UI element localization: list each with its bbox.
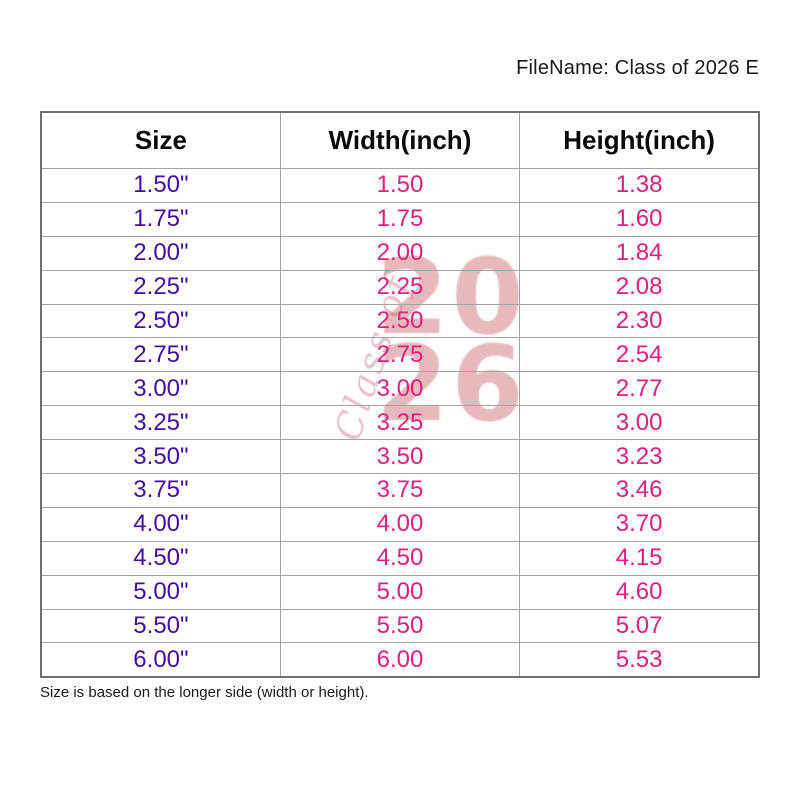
table-row: 2.00" 2.00 1.84 <box>40 235 760 271</box>
cell-height: 4.60 <box>519 574 760 610</box>
cell-width: 2.25 <box>279 269 521 305</box>
cell-height: 1.60 <box>519 201 760 237</box>
cell-size: 5.50" <box>40 608 281 644</box>
cell-width: 3.50 <box>279 439 521 475</box>
cell-width: 1.50 <box>279 168 521 203</box>
table-row: 4.50" 4.50 4.15 <box>40 540 760 576</box>
cell-width: 3.75 <box>279 473 521 508</box>
cell-height: 3.23 <box>519 439 760 475</box>
cell-size: 4.00" <box>40 506 281 542</box>
cell-height: 3.46 <box>519 473 760 508</box>
cell-height: 2.30 <box>519 303 760 339</box>
cell-height: 4.15 <box>519 540 760 576</box>
table-row: 5.00" 5.00 4.60 <box>40 574 760 610</box>
table-row: 1.75" 1.75 1.60 <box>40 201 760 237</box>
cell-size: 3.75" <box>40 473 281 508</box>
size-table: Size Width(inch) Height(inch) 1.50" 1.50 1… <box>40 111 760 679</box>
table-row: 3.75" 3.75 3.46 <box>40 473 760 508</box>
cell-size: 1.75" <box>40 201 281 237</box>
cell-size: 2.50" <box>40 303 281 339</box>
table-row: 1.50" 1.50 1.38 <box>40 168 760 203</box>
table-row: 3.25" 3.25 3.00 <box>40 405 760 441</box>
filename-label: FileName: Class of 2026 E <box>516 57 759 79</box>
size-note: Size is based on the longer side (width … <box>40 684 369 701</box>
cell-height: 2.77 <box>519 371 760 407</box>
cell-height: 2.54 <box>519 337 760 373</box>
table-body: 1.50" 1.50 1.38 1.75" 1.75 1.60 2.00" 2.00 1.84 2… <box>40 168 760 678</box>
cell-width: 3.00 <box>279 371 521 407</box>
table-row: 6.00" 6.00 5.53 <box>40 642 760 678</box>
column-header-height: Height(inch) <box>519 111 760 169</box>
column-header-width: Width(inch) <box>279 111 521 169</box>
cell-size: 4.50" <box>40 540 281 576</box>
table-row: 3.00" 3.00 2.77 <box>40 371 760 407</box>
cell-height: 5.53 <box>519 642 760 678</box>
table-header: Size Width(inch) Height(inch) <box>40 111 760 169</box>
cell-width: 1.75 <box>279 201 521 237</box>
cell-size: 3.25" <box>40 405 281 441</box>
cell-width: 2.50 <box>279 303 521 339</box>
cell-height: 1.38 <box>519 168 760 203</box>
table-row: 4.00" 4.00 3.70 <box>40 506 760 542</box>
table-row: 2.50" 2.50 2.30 <box>40 303 760 339</box>
cell-width: 5.50 <box>279 608 521 644</box>
table-row: 2.75" 2.75 2.54 <box>40 337 760 373</box>
table-row: 5.50" 5.50 5.07 <box>40 608 760 644</box>
cell-size: 2.75" <box>40 337 281 373</box>
cell-height: 3.00 <box>519 405 760 441</box>
table-row: 2.25" 2.25 2.08 <box>40 269 760 305</box>
cell-width: 4.00 <box>279 506 521 542</box>
column-header-size: Size <box>40 111 281 169</box>
cell-width: 5.00 <box>279 574 521 610</box>
cell-size: 3.50" <box>40 439 281 475</box>
cell-height: 1.84 <box>519 235 760 271</box>
cell-height: 3.70 <box>519 506 760 542</box>
cell-size: 2.25" <box>40 269 281 305</box>
cell-width: 4.50 <box>279 540 521 576</box>
table-row: 3.50" 3.50 3.23 <box>40 439 760 475</box>
cell-height: 5.07 <box>519 608 760 644</box>
cell-size: 2.00" <box>40 235 281 271</box>
cell-size: 1.50" <box>40 168 281 203</box>
cell-size: 3.00" <box>40 371 281 407</box>
header-row: Size Width(inch) Height(inch) <box>40 111 760 169</box>
cell-height: 2.08 <box>519 269 760 305</box>
cell-size: 5.00" <box>40 574 281 610</box>
cell-width: 3.25 <box>279 405 521 441</box>
cell-width: 6.00 <box>279 642 521 678</box>
cell-size: 6.00" <box>40 642 281 678</box>
cell-width: 2.75 <box>279 337 521 373</box>
cell-width: 2.00 <box>279 235 521 271</box>
